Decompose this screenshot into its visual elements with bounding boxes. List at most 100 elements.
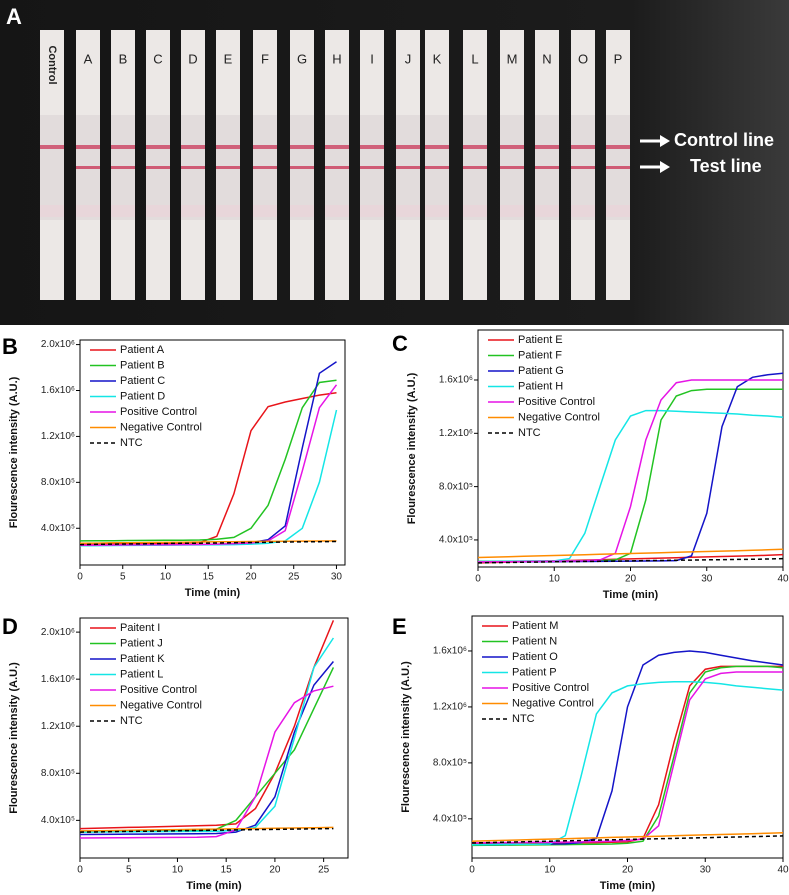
x-axis-title: Time (min): [600, 880, 656, 892]
strip-pad: [571, 205, 595, 217]
y-tick-label: 8.0x10⁵: [41, 477, 75, 488]
x-tick-label: 25: [318, 865, 330, 876]
control-line: [500, 145, 524, 149]
strip-pad: [606, 205, 630, 217]
x-tick-label: 20: [269, 865, 281, 876]
legend-label: Negative Control: [512, 697, 594, 709]
strip-label: C: [153, 51, 162, 66]
annotation: Test line: [690, 156, 762, 176]
strip-label: B: [119, 51, 128, 66]
series-line: [79, 540, 337, 546]
test-line: [181, 166, 205, 169]
series-line: [79, 667, 335, 833]
strip-pad: [463, 205, 487, 217]
control-line: [606, 145, 630, 149]
x-tick-label: 10: [172, 865, 184, 876]
x-tick-label: 0: [77, 865, 83, 876]
legend-label: Paitent I: [120, 622, 160, 634]
control-line: [535, 145, 559, 149]
x-tick-label: 10: [160, 572, 172, 583]
x-tick-label: 30: [331, 572, 343, 583]
legend-label: Patient O: [512, 651, 558, 663]
x-tick-label: 30: [701, 574, 713, 585]
legend-label: Patient P: [512, 666, 557, 678]
strip-pad: [360, 205, 384, 217]
x-tick-label: 0: [77, 572, 83, 583]
x-tick-label: 10: [544, 865, 556, 876]
legend-label: Negative Control: [120, 699, 202, 711]
control-line: [76, 145, 100, 149]
legend-label: Patient A: [120, 344, 165, 356]
y-axis-title: Flourescence intensity (A.U.): [8, 376, 20, 528]
legend-label: NTC: [120, 437, 143, 449]
x-tick-label: 20: [245, 572, 257, 583]
y-tick-label: 1.2x10⁶: [41, 721, 75, 732]
strip-label: N: [542, 51, 551, 66]
control-line: [360, 145, 384, 149]
strip-window: [40, 115, 64, 220]
x-axis-title: Time (min): [186, 880, 242, 892]
panel-label: D: [2, 614, 18, 639]
arrowhead: [660, 161, 670, 173]
test-line: [500, 166, 524, 169]
x-tick-label: 20: [625, 574, 637, 585]
y-tick-label: 1.6x10⁶: [439, 375, 473, 386]
control-line: [571, 145, 595, 149]
y-tick-label: 4.0x10⁵: [433, 813, 467, 824]
test-line: [463, 166, 487, 169]
control-line: [425, 145, 449, 149]
test-line: [360, 166, 384, 169]
strip-pad: [425, 205, 449, 217]
series-line: [471, 650, 784, 846]
y-tick-label: 8.0x10⁵: [439, 481, 473, 492]
legend-label: Negative Control: [518, 411, 600, 423]
series-line: [477, 548, 784, 559]
test-line: [571, 166, 595, 169]
test-line: [290, 166, 314, 169]
control-line: [253, 145, 277, 149]
plot-frame: [79, 617, 349, 859]
legend-label: Positive Control: [518, 396, 595, 408]
control-line: [325, 145, 349, 149]
control-line: [40, 145, 64, 149]
test-line: [216, 166, 240, 169]
series-line: [477, 557, 784, 564]
control-line: [181, 145, 205, 149]
strip-label: A: [84, 51, 93, 66]
series-line: [79, 379, 337, 542]
test-line: [396, 166, 420, 169]
legend-label: Patient H: [518, 380, 563, 392]
strip-pad: [111, 205, 135, 217]
y-tick-label: 8.0x10⁵: [41, 768, 75, 779]
chart: D 0 5 10 15 20 25 4.0x10⁵ 8.0x10⁵ 1.2x10⁶ 1.6x10⁶ 2…: [2, 614, 349, 892]
chart: C 0 10 20 30 40 4.0x10⁵ 8.0x10⁵ 1.2x10⁶ 1.6x10⁶ Ti…: [392, 329, 789, 601]
test-line: [606, 166, 630, 169]
strip-label: F: [261, 51, 269, 66]
y-axis-title: Flourescence intensity (A.U.): [8, 662, 20, 814]
y-tick-label: 1.6x10⁶: [433, 646, 467, 657]
x-tick-label: 0: [469, 865, 475, 876]
legend-label: Patient E: [518, 334, 563, 346]
control-line: [463, 145, 487, 149]
x-tick-label: 40: [777, 865, 789, 876]
panel-label: C: [392, 331, 408, 356]
panel-label: B: [2, 334, 18, 359]
control-line: [146, 145, 170, 149]
plot-frame: [79, 339, 346, 566]
strip-pad: [500, 205, 524, 217]
x-tick-label: 25: [288, 572, 300, 583]
x-tick-label: 5: [126, 865, 132, 876]
y-tick-label: 1.6x10⁶: [41, 385, 75, 396]
series-line: [471, 835, 784, 844]
series-line: [79, 361, 337, 547]
strip-label: I: [370, 51, 374, 66]
y-tick-label: 1.6x10⁶: [41, 674, 75, 685]
y-tick-label: 4.0x10⁵: [41, 815, 75, 826]
series-line: [471, 680, 784, 846]
strip-pad: [216, 205, 240, 217]
legend-label: Positive Control: [120, 684, 197, 696]
test-line: [325, 166, 349, 169]
series-line: [79, 620, 335, 830]
control-line: [396, 145, 420, 149]
strip-label: Control: [46, 45, 58, 84]
